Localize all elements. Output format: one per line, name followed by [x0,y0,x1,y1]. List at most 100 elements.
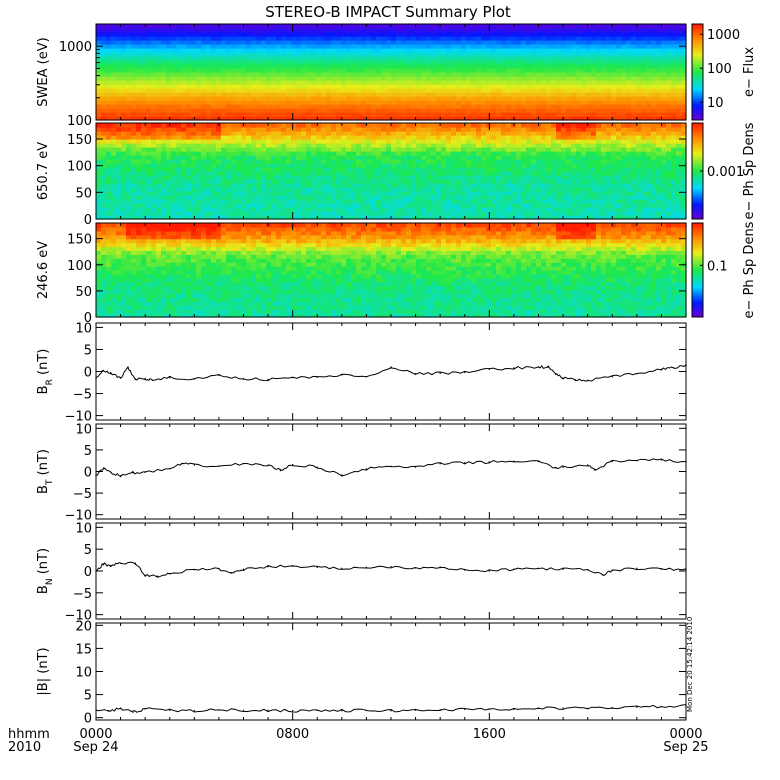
heatmap-cell [381,68,387,73]
heatmap-cell [621,40,627,45]
heatmap-cell [296,104,302,109]
heatmap-cell [381,167,387,172]
heatmap-cell [261,52,267,57]
heatmap-cell [476,207,482,212]
heatmap-cell [631,199,637,204]
heatmap-cell [326,60,332,65]
heatmap-cell [486,191,492,196]
heatmap-cell [681,199,687,204]
heatmap-cell [226,175,232,180]
heatmap-cell [561,211,567,216]
heatmap-cell [291,171,297,176]
heatmap-cell [121,151,127,156]
heatmap-cell [296,207,302,212]
heatmap-cell [586,191,592,196]
heatmap-cell [676,183,682,188]
heatmap-cell [106,199,112,204]
heatmap-cell [181,92,187,97]
heatmap-cell [206,64,212,69]
heatmap-cell [111,36,117,41]
heatmap-cell [396,100,402,105]
heatmap-cell [441,88,447,93]
heatmap-cell [651,40,657,45]
heatmap-cell [651,92,657,97]
heatmap-cell [166,24,172,29]
heatmap-cell [196,151,202,156]
heatmap-cell [221,191,227,196]
heatmap-cell [261,147,267,152]
heatmap-cell [326,147,332,152]
heatmap-cell [216,56,222,61]
heatmap-cell [666,28,672,33]
heatmap-cell [371,48,377,53]
heatmap-cell [391,215,397,220]
heatmap-cell [486,32,492,37]
heatmap-cell [631,56,637,61]
heatmap-cell [151,76,157,81]
heatmap-cell [261,76,267,81]
heatmap-cell [186,52,192,57]
heatmap-cell [251,48,257,53]
heatmap-cell [646,80,652,85]
heatmap-cell [661,48,667,53]
heatmap-cell [166,159,172,164]
heatmap-cell [376,195,382,200]
heatmap-cell [206,211,212,216]
heatmap-cell [176,80,182,85]
heatmap-cell [441,56,447,61]
heatmap-cell [101,211,107,216]
heatmap-cell [526,36,532,41]
heatmap-cell [366,191,372,196]
heatmap-cell [586,24,592,29]
heatmap-cell [291,179,297,184]
heatmap-cell [121,199,127,204]
heatmap-cell [161,100,167,105]
heatmap-cell [311,171,317,176]
heatmap-cell [426,211,432,216]
heatmap-cell [396,147,402,152]
heatmap-cell [661,84,667,89]
heatmap-cell [406,151,412,156]
heatmap-cell [411,36,417,41]
heatmap-cell [211,159,217,164]
heatmap-cell [476,68,482,73]
heatmap-cell [346,112,352,117]
heatmap-cell [681,159,687,164]
heatmap-cell [186,24,192,29]
heatmap-cell [426,32,432,37]
heatmap-cell [541,92,547,97]
heatmap-cell [466,64,472,69]
heatmap-cell [156,199,162,204]
heatmap-cell [246,108,252,113]
heatmap-cell [651,203,657,208]
heatmap-cell [626,36,632,41]
heatmap-cell [441,24,447,29]
heatmap-cell [381,48,387,53]
heatmap-cell [596,163,602,168]
heatmap-cell [291,207,297,212]
heatmap-cell [316,175,322,180]
heatmap-cell [656,72,662,77]
heatmap-cell [641,151,647,156]
heatmap-cell [126,108,132,113]
heatmap-cell [451,36,457,41]
heatmap-cell [356,159,362,164]
heatmap-cell [621,76,627,81]
heatmap-cell [191,80,197,85]
heatmap-cell [231,52,237,57]
heatmap-cell [386,104,392,109]
heatmap-cell [541,88,547,93]
heatmap-cell [96,76,102,81]
heatmap-cell [371,203,377,208]
heatmap-cell [636,40,642,45]
heatmap-cell [231,48,237,53]
heatmap-cell [291,147,297,152]
heatmap-cell [401,199,407,204]
heatmap-cell [566,195,572,200]
heatmap-cell [616,76,622,81]
heatmap-cell [311,40,317,45]
heatmap-cell [326,64,332,69]
heatmap-cell [231,24,237,29]
heatmap-cell [131,60,137,65]
heatmap-cell [476,179,482,184]
